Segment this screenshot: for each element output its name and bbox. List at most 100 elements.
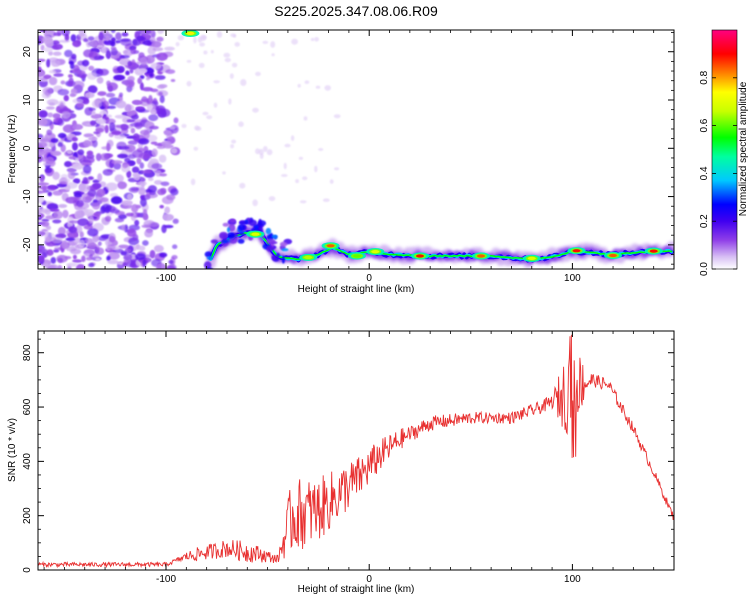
y-tick-label: 0: [22, 567, 33, 573]
noise-blob: [255, 148, 260, 155]
ridge-blob: [238, 220, 248, 225]
noise-blob: [290, 135, 295, 141]
noise-blob: [57, 142, 63, 148]
noise-blob: [73, 237, 81, 244]
noise-blob: [38, 118, 48, 126]
noise-blob: [88, 65, 95, 71]
noise-blob: [105, 92, 116, 98]
noise-blob: [126, 193, 133, 201]
noise-blob: [107, 244, 116, 251]
x-tick-label: 0: [366, 574, 372, 585]
noise-blob: [45, 106, 55, 110]
noise-blob: [58, 204, 68, 208]
noise-blob: [172, 244, 178, 249]
noise-blob: [49, 143, 55, 148]
noise-blob: [49, 208, 60, 212]
noise-blob: [164, 46, 175, 51]
noise-blob: [119, 55, 130, 59]
noise-blob: [109, 193, 119, 198]
noise-blob: [78, 30, 86, 37]
noise-blob: [262, 146, 268, 152]
noise-blob: [115, 100, 127, 109]
noise-blob: [202, 111, 209, 116]
snr-y-ticks: 0 200 400 600 800: [22, 338, 674, 573]
snr-panel: -100 0 100 0 200 400 600 800 Height of straigh…: [7, 330, 675, 595]
noise-blob: [57, 118, 65, 126]
noise-blob: [38, 37, 41, 46]
noise-blob: [71, 53, 77, 60]
spectrogram-ridge-layer: [181, 30, 674, 269]
noise-blob: [154, 75, 166, 80]
noise-blob: [177, 35, 184, 41]
ridge-band: [210, 230, 673, 261]
noise-blob: [120, 250, 128, 256]
noise-blob: [161, 140, 172, 147]
noise-blob: [38, 255, 45, 263]
y-tick-label: 0: [22, 145, 33, 151]
noise-blob: [121, 224, 126, 231]
noise-blob: [165, 69, 176, 74]
spectrogram-y-ticks: -20 -10 0 10 20: [22, 32, 674, 265]
noise-blob: [135, 204, 142, 209]
noise-blob: [156, 263, 166, 269]
noise-blob: [42, 87, 53, 96]
noise-blob: [52, 43, 63, 50]
noise-blob: [148, 114, 159, 122]
noise-blob: [48, 69, 57, 74]
ridge-hotspot: [527, 256, 536, 260]
noise-blob: [138, 152, 151, 160]
noise-blob: [71, 137, 78, 142]
ridge-hotspot: [251, 232, 260, 236]
noise-blob: [158, 91, 163, 96]
noise-blob: [283, 162, 287, 170]
noise-blob: [44, 38, 54, 48]
noise-blob: [57, 257, 63, 264]
noise-blob: [190, 178, 196, 186]
noise-blob: [125, 212, 134, 217]
noise-blob: [88, 136, 98, 142]
noise-blob: [130, 47, 137, 55]
noise-blob: [140, 170, 152, 174]
noise-blob: [39, 175, 45, 183]
noise-blob: [140, 194, 145, 201]
noise-blob: [139, 162, 145, 169]
noise-blob: [47, 112, 54, 118]
noise-blob: [90, 120, 96, 126]
noise-blob: [117, 153, 129, 159]
noise-blob: [59, 102, 64, 110]
noise-blob: [72, 98, 84, 104]
noise-blob: [64, 161, 72, 168]
noise-blob: [98, 32, 104, 41]
noise-blob: [66, 167, 77, 173]
noise-blob: [63, 94, 69, 102]
spectrogram-x-ticks: -100 0 100: [43, 30, 675, 284]
noise-blob: [126, 119, 136, 123]
noise-blob: [252, 107, 259, 113]
noise-blob: [44, 146, 49, 152]
noise-blob: [150, 62, 162, 70]
noise-blob: [262, 40, 269, 45]
y-tick-label: 400: [22, 453, 33, 470]
noise-blob: [99, 197, 109, 203]
noise-blob: [57, 226, 66, 236]
noise-blob: [104, 124, 109, 134]
noise-blob: [161, 196, 174, 205]
noise-blob: [46, 249, 54, 256]
noise-blob: [175, 42, 180, 47]
noise-blob: [315, 85, 321, 89]
ridge-blob: [271, 234, 278, 238]
noise-blob: [64, 256, 72, 260]
noise-blob: [105, 35, 110, 42]
noise-blob: [153, 244, 164, 253]
noise-blob: [106, 255, 111, 261]
noise-blob: [154, 180, 163, 185]
noise-blob: [67, 170, 76, 180]
x-tick-label: 100: [564, 574, 581, 585]
noise-blob: [97, 236, 109, 241]
colorbar-label: Normalized spectral amplitude: [738, 81, 749, 216]
noise-blob: [195, 126, 202, 131]
noise-blob: [259, 153, 264, 160]
noise-blob: [113, 162, 122, 170]
noise-blob: [72, 178, 81, 184]
